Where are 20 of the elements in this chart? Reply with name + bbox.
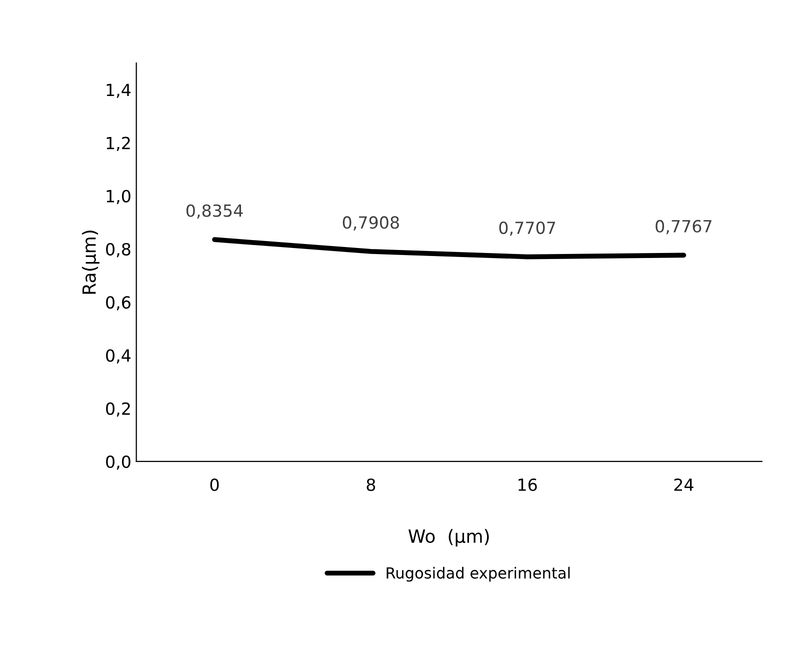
y-tick-label: 0,2 [106,402,130,417]
y-axis-title: Ra(μm) [82,230,100,294]
data-label: 0,7908 [342,216,399,230]
x-tick-label: 16 [518,478,537,492]
y-tick-label: 0,0 [106,455,130,470]
y-tick-label: 0,6 [106,296,130,310]
line-series [212,237,686,260]
x-tick-label: 0 [210,478,219,492]
y-tick-label: 1,2 [106,136,130,152]
legend-label: Rugosidad experimental [386,566,570,582]
y-tick-label: 1,4 [106,84,131,98]
y-tick-label: 0,8 [106,242,130,258]
data-label: 0,8354 [186,204,243,219]
x-tick-label: 8 [366,478,376,492]
y-tick-label: 1,0 [106,190,130,204]
y-tick-label: 0,4 [106,349,131,364]
data-label: 0,7767 [656,220,712,234]
data-label: 0,7707 [499,222,556,236]
x-tick-label: 24 [674,478,694,491]
x-axis-title: Wo (μm) [408,529,489,546]
